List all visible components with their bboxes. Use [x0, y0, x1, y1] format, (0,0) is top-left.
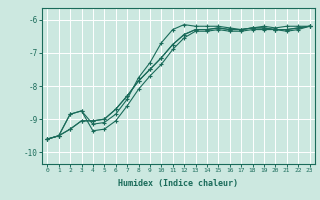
X-axis label: Humidex (Indice chaleur): Humidex (Indice chaleur) — [118, 179, 238, 188]
